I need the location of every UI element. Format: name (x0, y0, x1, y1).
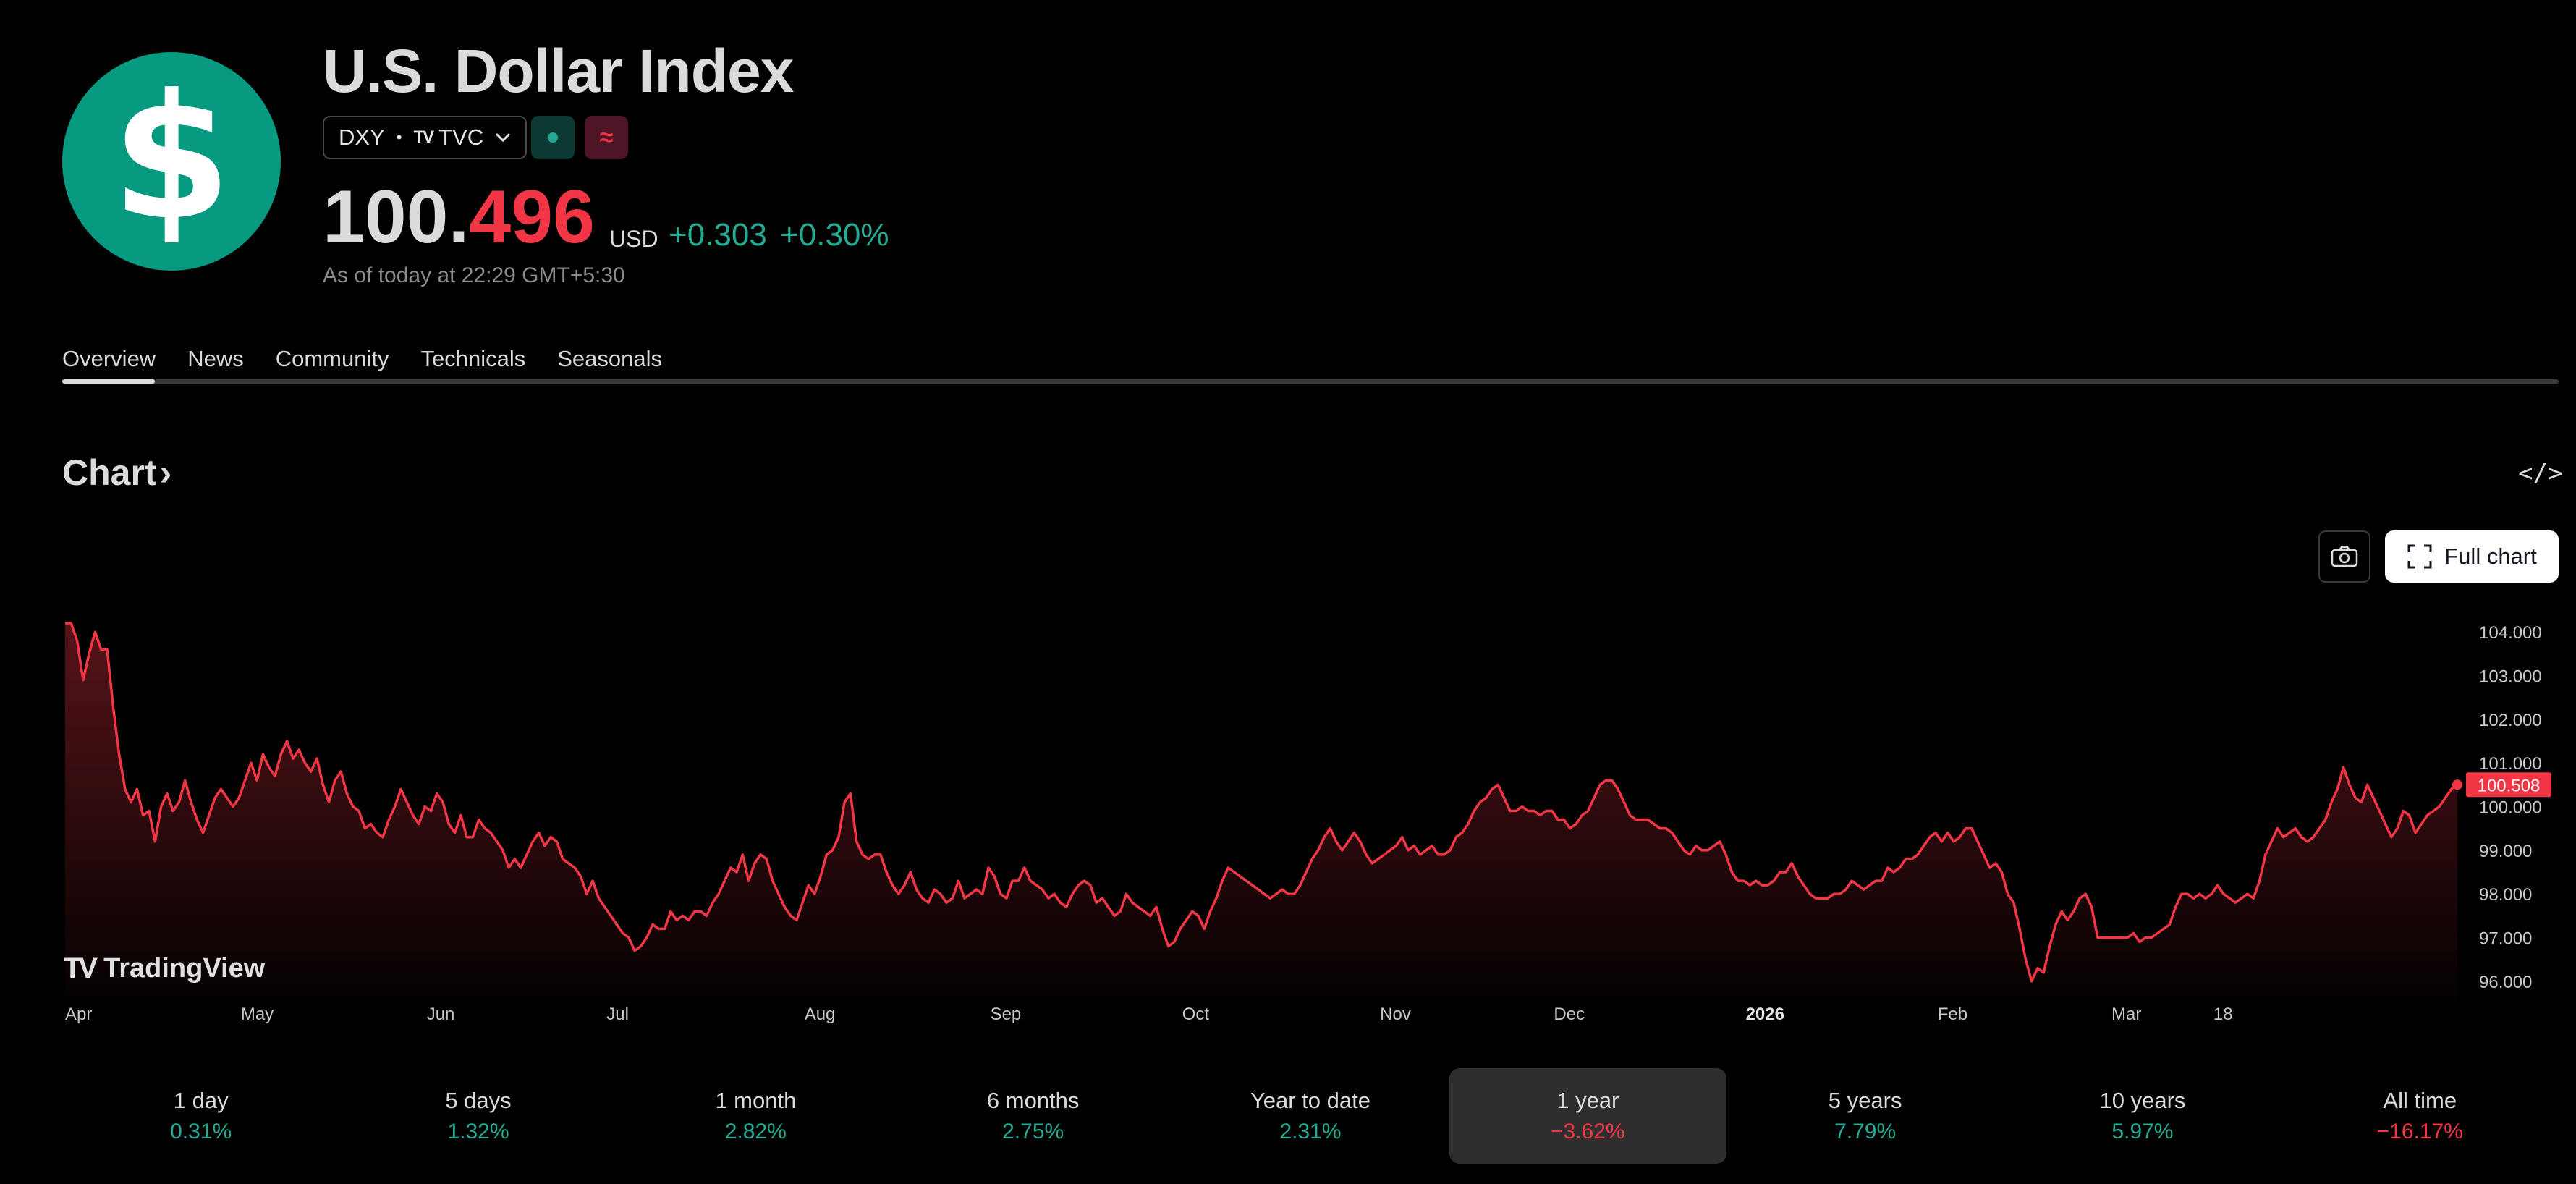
y-tick-label: 100.000 (2479, 798, 2542, 817)
price-area-fill (65, 623, 2457, 999)
dollar-logo-glyph: $ (111, 58, 232, 258)
period-label: 6 months (986, 1088, 1080, 1113)
tab-community[interactable]: Community (275, 346, 389, 371)
symbol-ticker: DXY (339, 124, 385, 150)
x-tick-label: Nov (1380, 1005, 1411, 1024)
y-tick-label: 99.000 (2479, 842, 2532, 861)
period-label: 1 year (1556, 1088, 1619, 1113)
last-price-dot (2452, 779, 2462, 790)
last-price: 100.496 (323, 179, 595, 255)
x-tick-label: Mar (2111, 1005, 2141, 1024)
chevron-down-icon (496, 133, 510, 143)
page-title: U.S. Dollar Index (323, 37, 794, 105)
performance-periods: 1 day 0.31% 5 days 1.32% 1 month 2.82% 6 month… (62, 1068, 2559, 1164)
y-tick-label: 97.000 (2479, 929, 2532, 949)
full-chart-label: Full chart (2444, 544, 2537, 569)
y-tick-label: 102.000 (2479, 711, 2542, 730)
exchange-name: TVC (438, 124, 484, 150)
period-1-year[interactable]: 1 year −3.62% (1449, 1068, 1726, 1164)
period-change: −3.62% (1551, 1120, 1625, 1143)
tab-overview[interactable]: Overview (62, 346, 156, 371)
chart-section-title[interactable]: Chart› (62, 452, 171, 494)
last-price-label: 100.508 (2466, 772, 2551, 798)
period-year-to-date[interactable]: Year to date 2.31% (1172, 1068, 1449, 1164)
x-tick-label: Jun (427, 1005, 455, 1024)
period-change: −16.17% (2376, 1120, 2463, 1143)
y-tick-label: 96.000 (2479, 973, 2532, 992)
period-6-months[interactable]: 6 months 2.75% (894, 1068, 1172, 1164)
price-change: +0.303 +0.30% (669, 217, 889, 253)
separator-dot: • (396, 128, 402, 146)
tab-bar: Overview News Community Technicals Seaso… (62, 346, 662, 385)
period-label: 1 day (173, 1088, 229, 1113)
period-label: 10 years (2099, 1088, 2186, 1113)
period-change: 2.31% (1279, 1120, 1342, 1143)
last-price-label-text: 100.508 (2478, 776, 2541, 795)
tradingview-watermark: TV TradingView (64, 952, 265, 985)
tab-seasonals[interactable]: Seasonals (557, 346, 663, 371)
period-label: 5 days (445, 1088, 512, 1113)
y-tick-label: 98.000 (2479, 885, 2532, 905)
period-change: 0.31% (170, 1120, 232, 1143)
y-tick-label: 104.000 (2479, 623, 2542, 643)
period-change: 7.79% (1834, 1120, 1897, 1143)
y-tick-label: 103.000 (2479, 667, 2542, 686)
price-decimals: 496 (469, 175, 595, 259)
tradingview-mini-icon: TV (413, 127, 434, 147)
x-tick-label: Apr (65, 1005, 92, 1024)
tab-technicals[interactable]: Technicals (420, 346, 526, 371)
tab-news[interactable]: News (187, 346, 244, 371)
period-label: All time (2383, 1088, 2457, 1113)
price-chart[interactable]: 104.000 103.000 102.000 101.000 100.000 99.00… (0, 593, 2576, 1042)
x-tick-label: May (241, 1005, 274, 1024)
x-tick-label: Dec (1554, 1005, 1585, 1024)
period-5-years[interactable]: 5 years 7.79% (1726, 1068, 2004, 1164)
change-percent: +0.30% (780, 217, 889, 253)
period-5-days[interactable]: 5 days 1.32% (339, 1068, 617, 1164)
full-chart-button[interactable]: Full chart (2385, 530, 2559, 583)
tradingview-logo-icon: TV (64, 952, 98, 984)
fullscreen-icon (2407, 544, 2432, 569)
x-tick-label: 2026 (1746, 1005, 1784, 1024)
period-1-month[interactable]: 1 month 2.82% (617, 1068, 894, 1164)
last-price-label-bg (2466, 772, 2551, 798)
market-status-dot-icon (548, 132, 558, 143)
period-10-years[interactable]: 10 years 5.97% (2004, 1068, 2281, 1164)
symbol-logo: $ (62, 52, 281, 271)
change-absolute: +0.303 (669, 217, 767, 253)
chevron-right-icon: › (159, 452, 172, 493)
derived-data-badge[interactable]: ≈ (585, 116, 628, 159)
embed-code-icon[interactable]: </> (2518, 459, 2563, 488)
chart-section-label: Chart (62, 452, 157, 493)
period-1-day[interactable]: 1 day 0.31% (62, 1068, 339, 1164)
x-tick-label: 18 (2213, 1005, 2233, 1024)
camera-icon (2331, 546, 2358, 567)
period-all-time[interactable]: All time −16.17% (2281, 1068, 2559, 1164)
exchange-selector[interactable]: DXY • TV TVC (323, 116, 528, 159)
price-line (65, 622, 2459, 983)
as-of-timestamp: As of today at 22:29 GMT+5:30 (323, 263, 625, 287)
x-tick-label: Oct (1182, 1005, 1210, 1024)
y-tick-label: 101.000 (2479, 754, 2542, 774)
x-tick-label: Sep (991, 1005, 1022, 1024)
tradingview-wordmark: TradingView (103, 953, 266, 984)
x-tick-label: Feb (1938, 1005, 1967, 1024)
x-tick-label: Jul (606, 1005, 629, 1024)
tab-divider (62, 379, 2559, 384)
period-label: Year to date (1250, 1088, 1370, 1113)
period-label: 5 years (1828, 1088, 1902, 1113)
tilde-icon: ≈ (599, 123, 614, 151)
period-label: 1 month (715, 1088, 797, 1113)
market-open-badge[interactable] (531, 116, 575, 159)
period-change: 1.32% (447, 1120, 509, 1143)
tab-active-indicator (62, 379, 155, 384)
snapshot-button[interactable] (2318, 530, 2370, 583)
price-integer: 100. (323, 175, 470, 259)
currency-label: USD (609, 226, 658, 252)
period-change: 5.97% (2111, 1120, 2174, 1143)
period-change: 2.82% (724, 1120, 787, 1143)
x-tick-label: Aug (805, 1005, 836, 1024)
period-change: 2.75% (1002, 1120, 1064, 1143)
